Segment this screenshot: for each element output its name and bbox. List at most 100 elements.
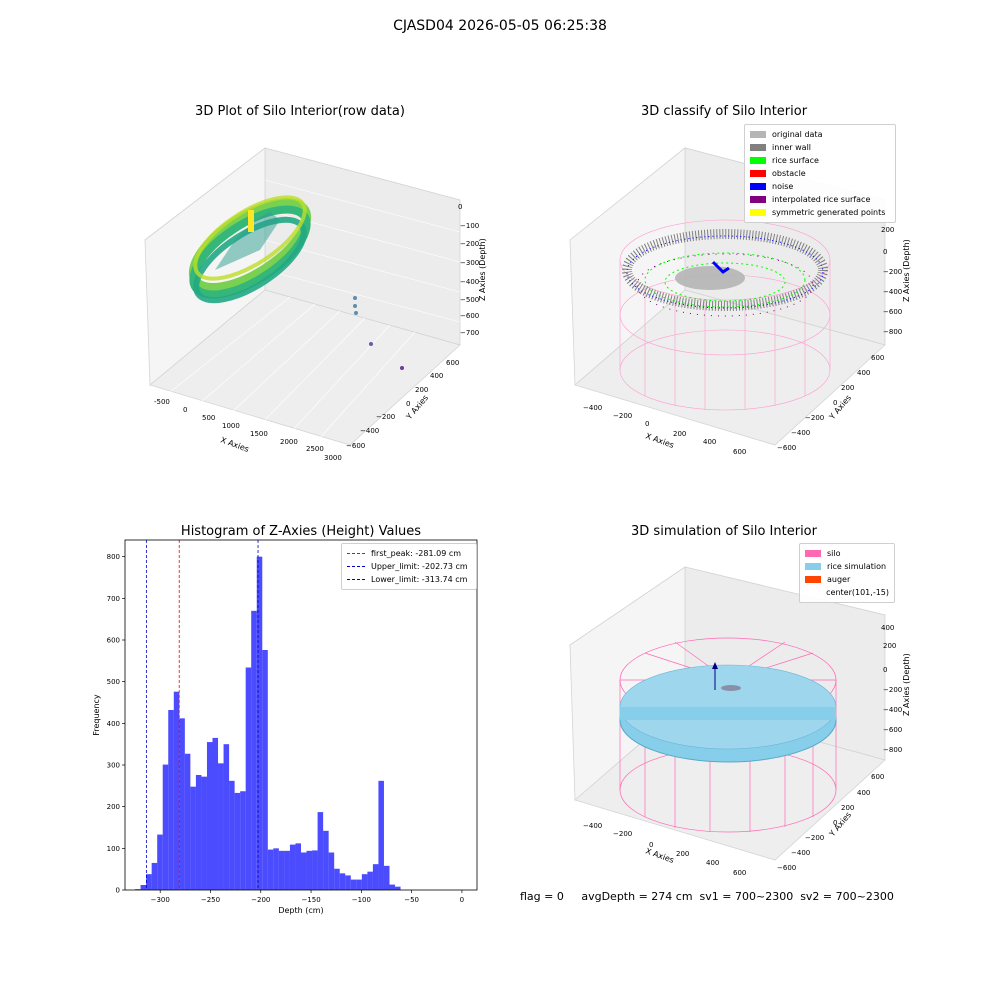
x-tick: 1500 [250, 430, 268, 438]
legend-line [347, 579, 365, 580]
legend-item: inner wall [750, 141, 890, 154]
z-tick: −600 [883, 726, 902, 734]
y-tick: 400 [857, 789, 870, 797]
legend-item: symmetric generated points [750, 206, 890, 219]
legend-line [347, 566, 365, 567]
x-tick-label: −200 [251, 896, 270, 904]
legend-item: auger [805, 573, 889, 586]
legend-label: center(101,-15) [826, 588, 889, 597]
y-tick: −600 [777, 444, 796, 452]
histogram-bar [378, 780, 384, 890]
histogram-bar [218, 763, 224, 890]
histogram-bar [367, 871, 373, 890]
plot-frame [124, 539, 478, 891]
x-tick: 2500 [306, 445, 324, 453]
histogram-bar [312, 850, 318, 890]
figure-suptitle: CJASD04 2026-05-05 06:25:38 [393, 18, 607, 34]
rice-surface-points [636, 252, 814, 317]
noise-cluster [711, 260, 730, 274]
rice-simulation-surface [619, 664, 837, 763]
histogram-bar [372, 864, 379, 890]
x-tick: −400 [583, 404, 602, 412]
status-footer: flag = 0 avgDepth = 274 cm sv1 = 700~230… [520, 890, 894, 903]
x-ticks: −400 −200 0 200 400 600 [583, 404, 746, 456]
legend-swatch [750, 196, 766, 203]
histogram-bar [273, 848, 279, 890]
z-tick: −200 [883, 686, 902, 694]
y-tick: 200 [841, 804, 854, 812]
y-tick: 600 [446, 359, 459, 367]
z-tick: −400 [883, 706, 902, 714]
histogram-bar [140, 885, 147, 890]
histogram-bar [223, 744, 230, 890]
y-tick-label: 700 [107, 595, 120, 603]
x-ticks: −300 −250 −200 −150 −100 −50 0 [151, 890, 464, 904]
histogram-bar [328, 852, 335, 890]
y-tick: 0 [833, 399, 837, 407]
legend-label: auger [827, 575, 851, 584]
panel-title-raw-data: 3D Plot of Silo Interior(row data) [195, 104, 405, 119]
histogram-bar [278, 850, 285, 890]
x-tick: 0 [183, 406, 187, 414]
simulation-legend: silo rice simulation auger center(101,-1… [799, 543, 895, 603]
y-tick: 600 [871, 773, 884, 781]
legend-item: silo [805, 547, 889, 560]
z-tick: −800 [883, 746, 902, 754]
histogram-bar [284, 850, 290, 890]
z-tick: −400 [883, 288, 902, 296]
z-tick: −200 [883, 268, 902, 276]
x-tick: 200 [673, 430, 686, 438]
histogram-bar [334, 868, 340, 890]
z-tick: −500 [460, 296, 479, 304]
legend-swatch [750, 157, 766, 164]
x-tick-label: −250 [201, 896, 220, 904]
legend-label: rice simulation [827, 562, 887, 571]
histogram-bar [240, 791, 246, 890]
z-axis-label: Z Axies (Depth) [478, 238, 487, 301]
x-tick: 200 [676, 850, 689, 858]
legend-swatch [750, 209, 766, 216]
histogram-bar [179, 718, 185, 890]
z-ticks: 200 0 −200 −400 −600 −800 [881, 226, 902, 336]
histogram-bar [256, 556, 263, 890]
histogram-bar [151, 862, 158, 890]
y-tick-label: 800 [107, 553, 120, 561]
histogram-bar [234, 792, 241, 890]
y-ticks: 600 400 200 0 −200 −400 −600 [777, 773, 884, 872]
x-tick: 600 [733, 448, 746, 456]
z-tick: 0 [883, 248, 887, 256]
x-tick: 600 [733, 869, 746, 875]
x-tick: 0 [645, 420, 649, 428]
z-tick: −700 [460, 329, 479, 337]
auger-marker [712, 662, 741, 691]
y-tick: −200 [805, 414, 824, 422]
z-tick: 0 [458, 203, 462, 211]
x-tick: −400 [583, 822, 602, 830]
x-tick-label: −150 [301, 896, 320, 904]
legend-swatch [805, 589, 820, 596]
legend-label: Upper_limit: -202.73 cm [371, 562, 468, 571]
y-tick: −600 [346, 442, 365, 450]
x-tick: 1000 [222, 422, 240, 430]
legend-label: original data [772, 130, 823, 139]
histogram-bar [206, 742, 213, 890]
legend-swatch [805, 563, 821, 570]
panel-title-simulation: 3D simulation of Silo Interior [631, 524, 817, 539]
histogram-bar [157, 834, 163, 890]
y-tick: −400 [791, 849, 810, 857]
histogram-bar [135, 889, 141, 890]
histogram-vlines [145, 540, 259, 890]
x-tick: -500 [154, 398, 170, 406]
histogram-bar [245, 667, 252, 890]
y-tick: 0 [406, 400, 410, 408]
histogram-bar [350, 879, 357, 890]
legend-label: noise [772, 182, 794, 191]
x-axis-label: X Axies [644, 846, 675, 865]
legend-item: Lower_limit: -313.74 cm [347, 573, 471, 586]
histogram-bars [135, 556, 401, 890]
y-tick-label: 0 [116, 887, 120, 895]
legend-item: obstacle [750, 167, 890, 180]
legend-swatch [750, 131, 766, 138]
histogram-bar [267, 849, 274, 890]
y-axis-label: Frequency [92, 694, 101, 736]
